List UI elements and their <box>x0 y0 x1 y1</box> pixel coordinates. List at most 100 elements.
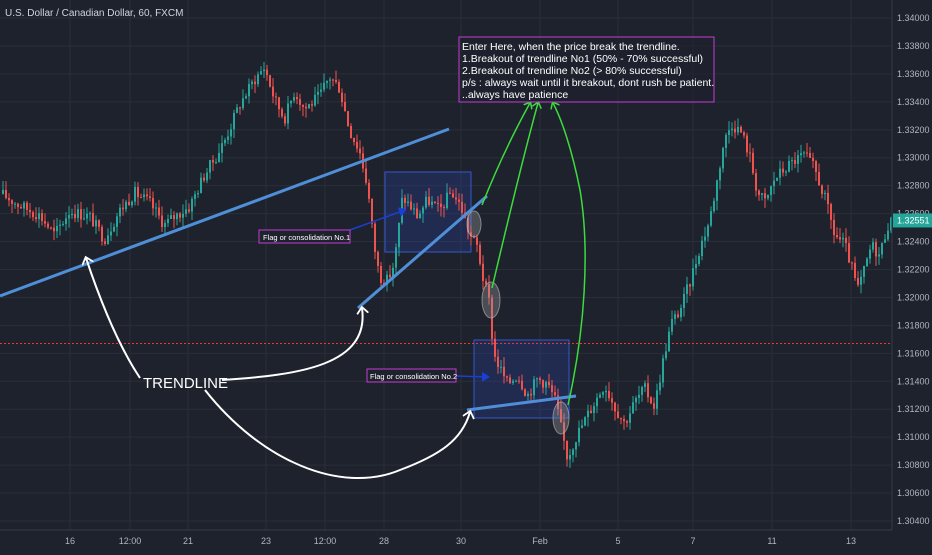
candle-body <box>41 213 43 222</box>
candle-body <box>353 137 355 142</box>
candle-body <box>719 168 721 181</box>
candle-body <box>593 406 595 413</box>
candle-body <box>557 395 559 409</box>
price-tick-label: 1.30800 <box>897 460 930 470</box>
candle-body <box>23 202 25 209</box>
candle-body <box>833 219 835 235</box>
candle-body <box>140 197 142 199</box>
candle-body <box>722 148 724 169</box>
candle-body <box>479 244 481 264</box>
candle-body <box>299 99 301 105</box>
candle-body <box>284 116 286 124</box>
candle-body <box>878 254 880 257</box>
candle-body <box>248 84 250 97</box>
flag1-trendline <box>357 194 488 310</box>
candle-body <box>764 193 766 199</box>
time-tick-label: 16 <box>65 536 75 546</box>
candle-body <box>848 243 850 263</box>
candle-body <box>137 186 139 198</box>
candle-body <box>188 209 190 212</box>
candle-body <box>56 225 58 232</box>
candle-body <box>164 223 166 228</box>
candle-body <box>260 71 262 75</box>
candle-body <box>704 236 706 241</box>
candle-body <box>200 177 202 194</box>
candle-body <box>191 198 193 212</box>
candle-body <box>518 380 520 382</box>
candle-body <box>506 376 508 378</box>
candle-body <box>74 213 76 219</box>
price-tick-label: 1.33600 <box>897 69 930 79</box>
flag1-label-box <box>258 229 351 244</box>
candle-body <box>269 75 271 87</box>
candle-body <box>488 284 490 298</box>
candle-body <box>386 274 388 285</box>
candle-body <box>116 216 118 227</box>
candle-body <box>821 185 823 194</box>
candle-body <box>794 160 796 164</box>
flag2-label: Flag or consolidation No.2 <box>370 372 457 381</box>
time-tick-label: 12:00 <box>119 536 142 546</box>
blue-arrow-flag2 <box>455 371 490 382</box>
candle-body <box>533 379 535 396</box>
candle-body <box>785 171 787 173</box>
candle-body <box>776 177 778 181</box>
candle-body <box>881 242 883 255</box>
candle-body <box>515 380 517 382</box>
candle-body <box>209 160 211 173</box>
candle-body <box>35 217 37 220</box>
candle-body <box>338 81 340 93</box>
candle-body <box>11 200 13 204</box>
candle-body <box>608 390 610 399</box>
candle-body <box>683 293 685 308</box>
candle-body <box>485 280 487 285</box>
candle-body <box>125 201 127 210</box>
candle-body <box>428 196 430 205</box>
candle-body <box>380 265 382 283</box>
candle-body <box>731 128 733 131</box>
candle-body <box>551 385 553 393</box>
candle-body <box>521 380 523 390</box>
candle-body <box>215 161 217 163</box>
candle-body <box>359 148 361 154</box>
candle-body <box>890 217 892 231</box>
candle-body <box>305 106 307 109</box>
candle-body <box>155 207 157 209</box>
candle-body <box>302 104 304 107</box>
candle-body <box>356 141 358 149</box>
candle-body <box>332 79 334 81</box>
candle-body <box>617 411 619 419</box>
candle-body <box>767 195 769 199</box>
candle-body <box>614 402 616 412</box>
candle-body <box>701 240 703 256</box>
time-axis[interactable] <box>0 530 932 550</box>
price-tick-label: 1.34000 <box>897 13 930 23</box>
price-tick-label: 1.32200 <box>897 265 930 275</box>
candle-body <box>575 442 577 450</box>
price-axis[interactable] <box>892 0 932 530</box>
current-price-label: 1.32551 <box>897 215 930 225</box>
candle-body <box>176 213 178 220</box>
candle-body <box>542 380 544 388</box>
candle-body <box>650 397 652 404</box>
time-tick-label: Feb <box>532 536 548 546</box>
breakout-circle-1 <box>466 210 482 238</box>
candle-body <box>578 427 580 443</box>
candle-body <box>566 440 568 460</box>
white-arrow-down-right <box>204 389 470 479</box>
candle-body <box>281 109 283 117</box>
candle-body <box>185 209 187 214</box>
price-tick-label: 1.33000 <box>897 153 930 163</box>
candle-body <box>230 129 232 137</box>
candle-body <box>68 215 70 219</box>
green-arrow-1 <box>481 103 530 206</box>
candle-body <box>524 389 526 397</box>
candle-body <box>122 207 124 210</box>
candle-body <box>77 209 79 219</box>
candle-body <box>476 237 478 245</box>
candle-body <box>599 394 601 398</box>
candle-body <box>329 79 331 81</box>
candle-body <box>212 160 214 163</box>
candle-body <box>605 390 607 393</box>
